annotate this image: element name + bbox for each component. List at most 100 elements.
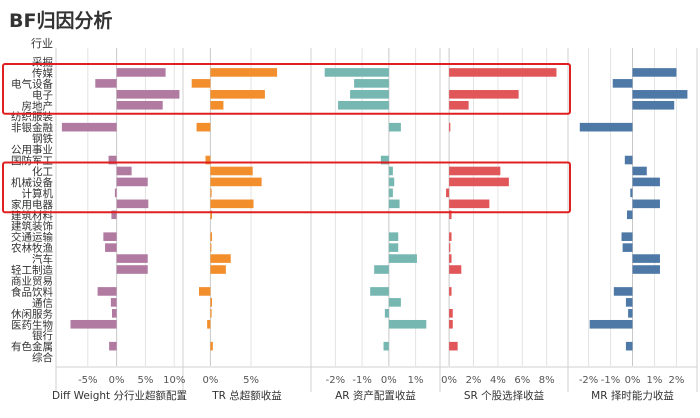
tick-label: 1% [647, 375, 663, 386]
bar [207, 319, 211, 329]
category-label: 综合 [32, 351, 53, 364]
bar [449, 319, 453, 329]
bar [61, 122, 117, 132]
bar [388, 243, 399, 252]
category-label: 交通运输 [11, 231, 53, 244]
bar [388, 254, 417, 263]
bar [116, 199, 149, 209]
bar [97, 287, 117, 296]
bar [116, 90, 180, 99]
bar [370, 287, 389, 296]
category-label: 钢铁 [32, 132, 53, 145]
bar [111, 210, 117, 220]
bar [449, 210, 452, 220]
highlight-box [2, 161, 571, 214]
bar [388, 319, 427, 329]
bar [380, 155, 389, 165]
tick-label: 0% [381, 375, 397, 386]
tick-label: 2% [466, 375, 482, 386]
category-label: 计算机 [22, 187, 54, 200]
tick-label: -2% [326, 375, 345, 386]
bar [350, 90, 389, 99]
category-label: 国防军工 [11, 154, 53, 167]
series-label: Diff Weight 分行业超额配置 [52, 389, 187, 402]
bar [109, 341, 117, 351]
bar [210, 254, 231, 263]
bar [210, 298, 213, 307]
category-label: 汽车 [32, 253, 53, 266]
category-label: 传媒 [32, 66, 53, 79]
bar [632, 166, 647, 176]
bar [210, 265, 226, 274]
highlight-box [2, 62, 571, 115]
category-label: 银行 [32, 329, 53, 342]
bar [449, 90, 519, 99]
bar [632, 100, 675, 110]
bars-layer [61, 68, 688, 351]
category-label: 休闲服务 [11, 307, 53, 320]
category-label: 房地产 [22, 99, 54, 112]
bar [116, 265, 148, 274]
bar [205, 155, 211, 165]
bar [632, 199, 660, 209]
bar [627, 210, 633, 220]
bar [116, 68, 166, 77]
bar [449, 166, 501, 176]
bar [632, 68, 677, 77]
category-label: 食品饮料 [11, 285, 53, 298]
category-label: 农林牧渔 [11, 242, 53, 255]
bar [116, 254, 148, 263]
tick-label: 6% [514, 375, 530, 386]
tick-label: 2% [668, 375, 684, 386]
bar [210, 341, 213, 351]
bar [116, 100, 163, 110]
category-label: 轻工制造 [11, 264, 53, 277]
category-label: 非银金融 [11, 121, 53, 134]
bar [612, 79, 633, 88]
bar [632, 177, 660, 187]
bar [388, 177, 395, 187]
bar [449, 199, 490, 209]
series-label: SR 个股选择收益 [464, 389, 545, 402]
bar [579, 122, 633, 132]
bar [210, 210, 213, 220]
tick-label: 5% [243, 375, 259, 386]
bar [110, 298, 117, 307]
category-labels: 行业采掘传媒电气设备电子房地产纺织服装非银金融钢铁公用事业国防军工化工机械设备计… [11, 37, 53, 364]
axes-layer: -5% 0% 5% 10% Diff Weight 分行业超额配置 0% 5% TR 总超额收… [52, 48, 698, 402]
bar [449, 309, 453, 318]
bar [625, 298, 633, 307]
category-label: 采掘 [32, 55, 53, 68]
tick-label: 5% [137, 375, 153, 386]
tick-label: 8% [539, 375, 555, 386]
bar [210, 232, 213, 241]
bar [388, 166, 393, 176]
bar [324, 68, 389, 77]
tick-label: 0% [625, 375, 641, 386]
category-label: 公用事业 [11, 143, 53, 156]
bar [388, 232, 399, 241]
tick-label: 10% [163, 375, 185, 386]
bar [374, 265, 389, 274]
series-label: MR 择时能力收益 [591, 389, 674, 402]
category-label: 建筑装饰 [11, 220, 53, 233]
category-label: 机械设备 [11, 176, 53, 189]
category-label: 有色金属 [11, 340, 53, 353]
tick-label: 0% [109, 375, 125, 386]
bar [210, 90, 265, 99]
bar [210, 166, 253, 176]
bar [116, 177, 148, 187]
bar [388, 199, 400, 209]
bar [628, 309, 633, 318]
bar [112, 309, 117, 318]
bar [388, 298, 401, 307]
bar [630, 188, 633, 198]
bar [632, 90, 688, 99]
tick-label: -1% [352, 375, 371, 386]
bar [632, 265, 660, 274]
category-label: 家用电器 [11, 198, 53, 211]
bar [625, 341, 633, 351]
bar [116, 166, 132, 176]
bar [210, 188, 212, 198]
category-label: 电气设备 [11, 77, 53, 90]
